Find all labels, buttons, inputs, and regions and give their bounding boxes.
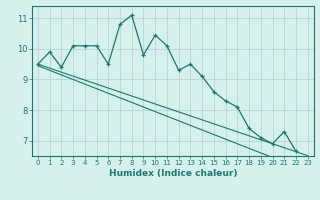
X-axis label: Humidex (Indice chaleur): Humidex (Indice chaleur) <box>108 169 237 178</box>
